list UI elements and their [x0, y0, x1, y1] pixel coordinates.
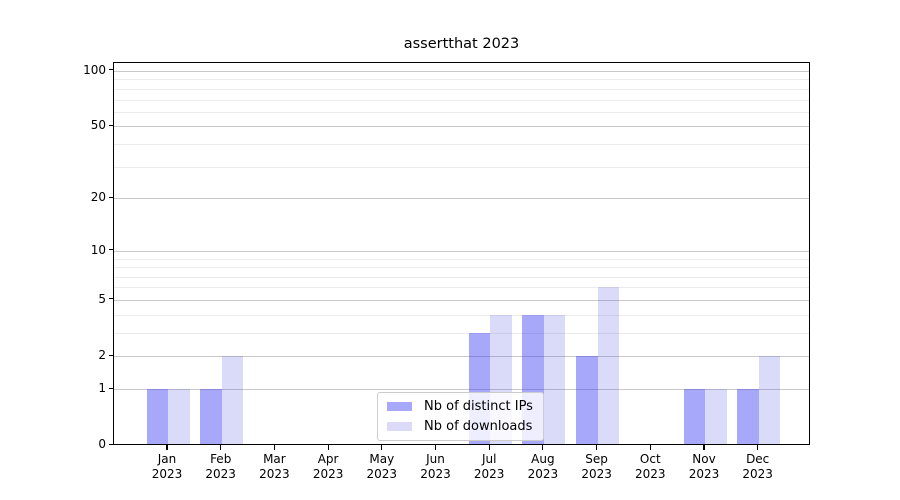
y-tick-mark	[108, 387, 113, 389]
y-tick-label-5: 5	[98, 291, 106, 306]
x-tick-mark	[434, 445, 437, 450]
x-tick-label-jan: Jan 2023	[151, 452, 183, 481]
x-tick-mark	[542, 445, 544, 450]
y-tick-mark	[108, 69, 113, 71]
y-tick-mark	[108, 124, 113, 126]
legend-item-downloads: Nb of downloads	[387, 419, 533, 434]
x-tick-mark	[381, 445, 383, 450]
x-tick-mark	[703, 445, 705, 450]
y-tick-mark	[108, 249, 113, 251]
y-tick-mark	[108, 196, 113, 198]
plot-area: Nb of distinct IPs Nb of downloads	[113, 62, 810, 445]
x-tick-label-may: May 2023	[366, 452, 398, 481]
gridline-3	[114, 332, 809, 334]
gridline-40	[114, 144, 809, 145]
x-tick-label-aug: Aug 2023	[527, 452, 559, 481]
bar-downloads-sep	[597, 287, 620, 444]
gridline-6	[114, 287, 809, 289]
bar-ips-dec	[737, 389, 759, 444]
y-tick-mark	[108, 354, 113, 356]
x-tick-mark	[649, 445, 651, 450]
x-tick-mark	[220, 445, 222, 450]
bar-downloads-dec	[758, 356, 781, 444]
bar-downloads-nov	[705, 389, 727, 444]
gridline-5	[114, 299, 809, 301]
x-tick-mark	[596, 445, 598, 450]
x-tick-label-mar: Mar 2023	[259, 452, 290, 481]
bar-downloads-aug	[543, 314, 566, 444]
bar-ips-nov	[683, 389, 705, 444]
y-tick-mark	[108, 298, 113, 300]
y-tick-label-100: 100	[83, 62, 106, 77]
y-tick-label-10: 10	[90, 242, 106, 257]
y-tick-label-2: 2	[98, 348, 106, 363]
y-tick-label-50: 50	[90, 118, 106, 133]
chart-title: assertthat 2023	[403, 36, 520, 52]
x-tick-mark	[166, 445, 168, 450]
gridline-8	[114, 267, 809, 268]
legend-swatch-distinct-ips	[387, 402, 412, 411]
gridlines-layer	[114, 63, 809, 444]
bar-ips-sep	[576, 356, 598, 444]
y-tick-label-0: 0	[98, 437, 106, 452]
x-tick-label-nov: Nov 2023	[688, 452, 720, 481]
x-tick-mark	[327, 445, 329, 450]
y-tick-label-1: 1	[98, 381, 106, 396]
bars-layer	[114, 63, 809, 444]
bar-ips-jan	[146, 389, 168, 444]
x-tick-label-apr: Apr 2023	[312, 452, 344, 481]
x-tick-label-jun: Jun 2023	[420, 452, 451, 481]
bar-downloads-jan	[168, 389, 190, 444]
y-tick-label-20: 20	[90, 190, 106, 205]
legend-swatch-downloads	[387, 422, 412, 431]
x-tick-label-dec: Dec 2023	[742, 452, 773, 481]
gridline-80	[114, 88, 809, 90]
gridline-60	[114, 111, 809, 113]
bar-downloads-feb	[221, 356, 244, 444]
legend-item-distinct-ips: Nb of distinct IPs	[387, 399, 533, 414]
legend-label-downloads: Nb of downloads	[424, 419, 533, 434]
gridline-1	[114, 389, 809, 391]
gridline-4	[114, 314, 809, 316]
gridline-50	[114, 126, 809, 128]
gridline-70	[114, 99, 809, 101]
x-tick-mark	[757, 445, 759, 450]
x-tick-label-feb: Feb 2023	[205, 452, 236, 481]
gridline-9	[114, 258, 809, 260]
x-tick-label-oct: Oct 2023	[635, 452, 666, 481]
gridline-90	[114, 79, 809, 81]
x-tick-label-sep: Sep 2023	[581, 452, 612, 481]
x-tick-label-jul: Jul 2023	[473, 452, 505, 481]
gridline-7	[114, 276, 809, 278]
bar-ips-feb	[200, 389, 222, 444]
legend-label-distinct-ips: Nb of distinct IPs	[424, 399, 533, 414]
gridline-2	[114, 356, 809, 358]
gridline-10	[114, 250, 809, 252]
x-tick-mark	[273, 445, 275, 450]
legend: Nb of distinct IPs Nb of downloads	[377, 392, 544, 441]
gridline-100	[114, 70, 809, 72]
x-tick-mark	[488, 445, 490, 450]
gridline-20	[114, 198, 809, 200]
y-tick-mark	[108, 443, 113, 445]
gridline-30	[114, 166, 809, 168]
